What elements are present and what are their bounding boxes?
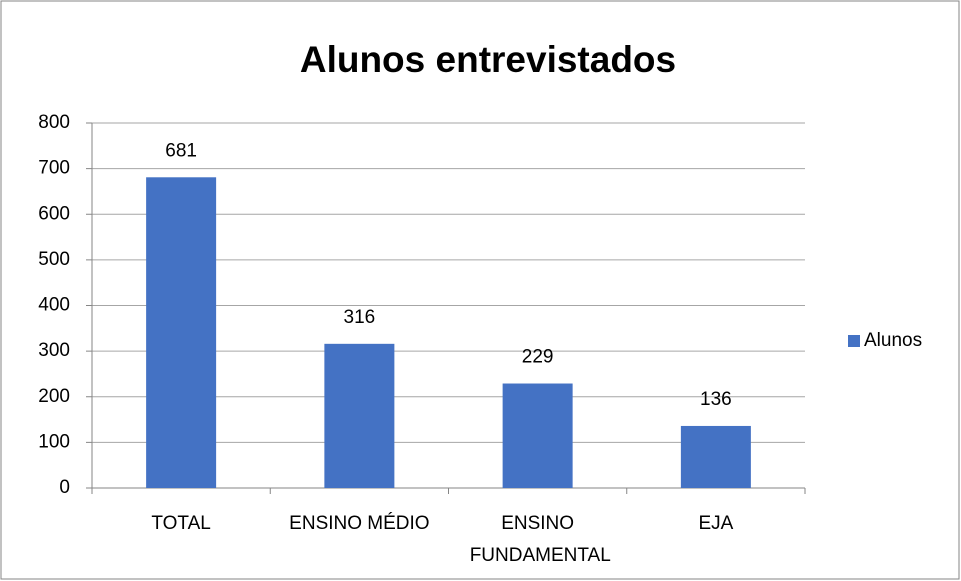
x-tick-label: TOTAL: [151, 513, 210, 534]
bar: [680, 425, 751, 488]
y-tick-label: 800: [38, 112, 70, 133]
x-tick-label: EJA: [698, 513, 733, 534]
y-tick-label: 200: [38, 386, 70, 407]
y-tick-label: 700: [38, 158, 70, 179]
y-tick-label: 600: [38, 203, 70, 224]
data-label: 136: [700, 389, 732, 410]
data-label: 316: [344, 307, 376, 328]
y-tick-label: 300: [38, 340, 70, 361]
legend-swatch: [848, 335, 860, 347]
legend-label: Alunos: [864, 330, 922, 351]
bar: [324, 343, 395, 488]
x-tick-label: ENSINO FUNDAMENTAL: [464, 513, 610, 566]
bar: [502, 383, 573, 488]
y-tick-label: 100: [38, 431, 70, 452]
x-tick-label: ENSINO MÉDIO: [289, 513, 429, 534]
y-tick-label: 0: [59, 477, 70, 498]
data-label: 229: [522, 347, 554, 368]
y-tick-label: 400: [38, 295, 70, 316]
chart-title: Alunos entrevistados: [300, 39, 676, 80]
bar: [146, 177, 217, 488]
data-label: 681: [165, 140, 197, 161]
y-tick-label: 500: [38, 249, 70, 270]
